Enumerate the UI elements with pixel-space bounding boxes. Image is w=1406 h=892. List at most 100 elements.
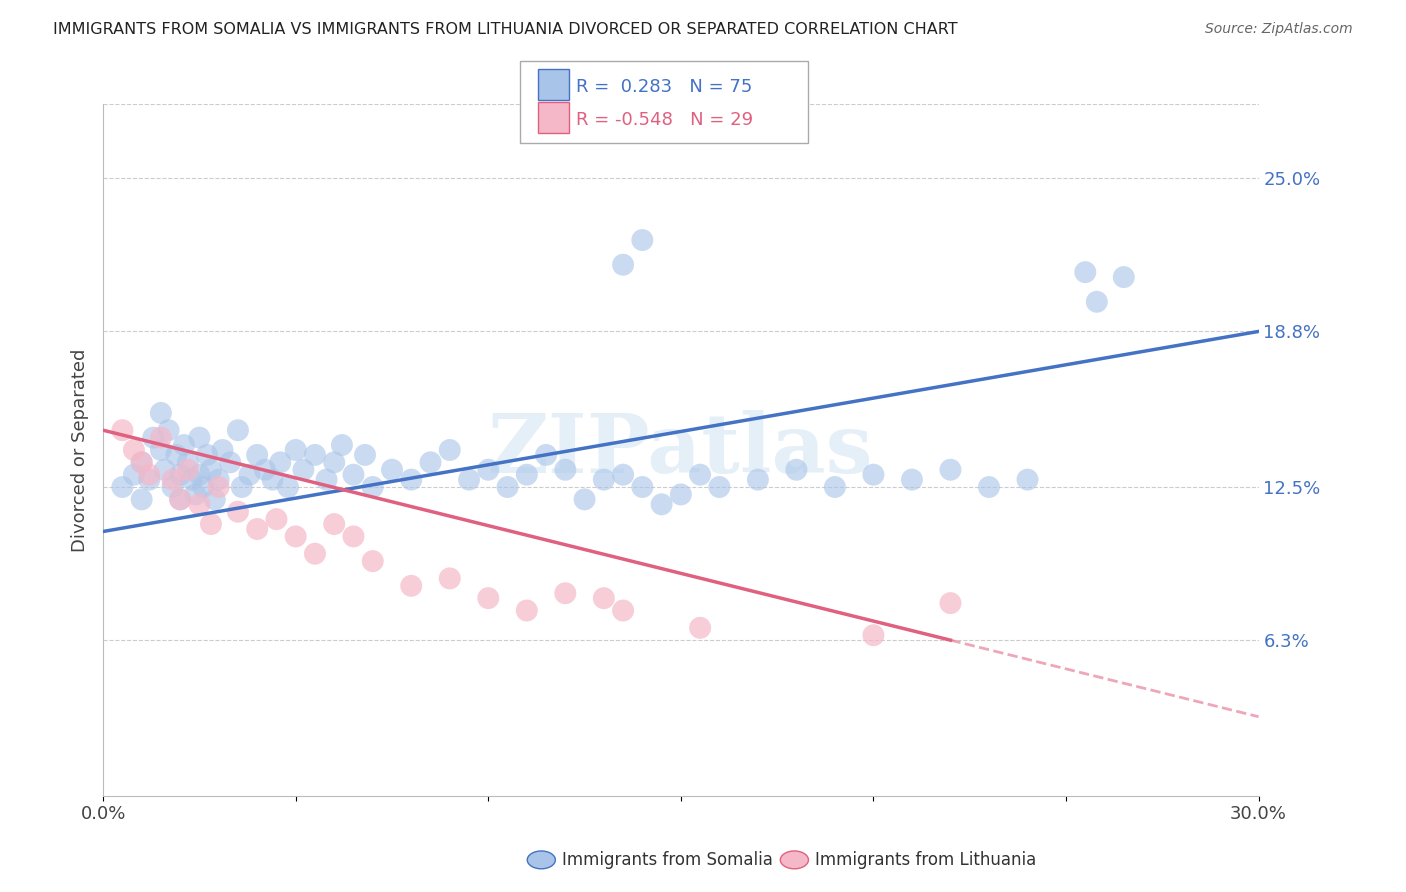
Point	[1085, 294, 1108, 309]
Point	[330, 438, 353, 452]
Point	[354, 448, 377, 462]
Point	[612, 603, 634, 617]
Point	[534, 448, 557, 462]
Point	[651, 497, 673, 511]
Point	[211, 442, 233, 457]
Point	[477, 591, 499, 606]
Point	[612, 258, 634, 272]
Point	[323, 517, 346, 532]
Point	[304, 448, 326, 462]
Point	[138, 473, 160, 487]
Point	[208, 480, 231, 494]
Point	[304, 547, 326, 561]
Point	[689, 467, 711, 482]
Point	[131, 455, 153, 469]
Point	[149, 442, 172, 457]
Point	[246, 522, 269, 536]
Point	[939, 463, 962, 477]
Point	[165, 448, 187, 462]
Point	[188, 431, 211, 445]
Point	[200, 517, 222, 532]
Point	[208, 473, 231, 487]
Point	[709, 480, 731, 494]
Point	[111, 480, 134, 494]
Point	[131, 455, 153, 469]
Point	[138, 467, 160, 482]
Point	[122, 467, 145, 482]
Point	[231, 480, 253, 494]
Point	[592, 591, 614, 606]
Point	[184, 487, 207, 501]
Point	[785, 463, 807, 477]
Point	[284, 529, 307, 543]
Y-axis label: Divorced or Separated: Divorced or Separated	[72, 348, 89, 551]
Point	[111, 423, 134, 437]
Point	[193, 480, 215, 494]
Point	[169, 492, 191, 507]
Text: ZIPatlas: ZIPatlas	[488, 410, 873, 490]
Point	[269, 455, 291, 469]
Point	[292, 463, 315, 477]
Point	[669, 487, 692, 501]
Point	[246, 448, 269, 462]
Point	[204, 492, 226, 507]
Point	[939, 596, 962, 610]
Point	[153, 463, 176, 477]
Text: IMMIGRANTS FROM SOMALIA VS IMMIGRANTS FROM LITHUANIA DIVORCED OR SEPARATED CORRE: IMMIGRANTS FROM SOMALIA VS IMMIGRANTS FR…	[53, 22, 957, 37]
Point	[149, 406, 172, 420]
Point	[901, 473, 924, 487]
Point	[477, 463, 499, 477]
Point	[1017, 473, 1039, 487]
Point	[862, 628, 884, 642]
Point	[169, 492, 191, 507]
Point	[574, 492, 596, 507]
Point	[262, 473, 284, 487]
Point	[361, 554, 384, 568]
Point	[689, 621, 711, 635]
Text: Immigrants from Lithuania: Immigrants from Lithuania	[815, 851, 1036, 869]
Point	[188, 467, 211, 482]
Point	[173, 438, 195, 452]
Point	[162, 473, 184, 487]
Point	[188, 497, 211, 511]
Text: R = -0.548   N = 29: R = -0.548 N = 29	[576, 111, 754, 129]
Point	[496, 480, 519, 494]
Point	[419, 455, 441, 469]
Point	[399, 579, 422, 593]
Point	[516, 467, 538, 482]
Point	[439, 571, 461, 585]
Text: Source: ZipAtlas.com: Source: ZipAtlas.com	[1205, 22, 1353, 37]
Point	[592, 473, 614, 487]
Point	[177, 463, 200, 477]
Point	[439, 442, 461, 457]
Point	[226, 505, 249, 519]
Point	[180, 473, 202, 487]
Point	[226, 423, 249, 437]
Point	[747, 473, 769, 487]
Point	[253, 463, 276, 477]
Point	[631, 233, 654, 247]
Point	[122, 442, 145, 457]
Point	[195, 448, 218, 462]
Point	[131, 492, 153, 507]
Point	[200, 463, 222, 477]
Text: Immigrants from Somalia: Immigrants from Somalia	[562, 851, 773, 869]
Point	[342, 467, 364, 482]
Point	[381, 463, 404, 477]
Point	[266, 512, 288, 526]
Text: R =  0.283   N = 75: R = 0.283 N = 75	[576, 78, 752, 96]
Point	[142, 431, 165, 445]
Point	[554, 586, 576, 600]
Point	[554, 463, 576, 477]
Point	[315, 473, 337, 487]
Point	[399, 473, 422, 487]
Point	[612, 467, 634, 482]
Point	[149, 431, 172, 445]
Point	[516, 603, 538, 617]
Point	[323, 455, 346, 469]
Point	[862, 467, 884, 482]
Point	[1112, 270, 1135, 285]
Point	[284, 442, 307, 457]
Point	[977, 480, 1000, 494]
Point	[177, 455, 200, 469]
